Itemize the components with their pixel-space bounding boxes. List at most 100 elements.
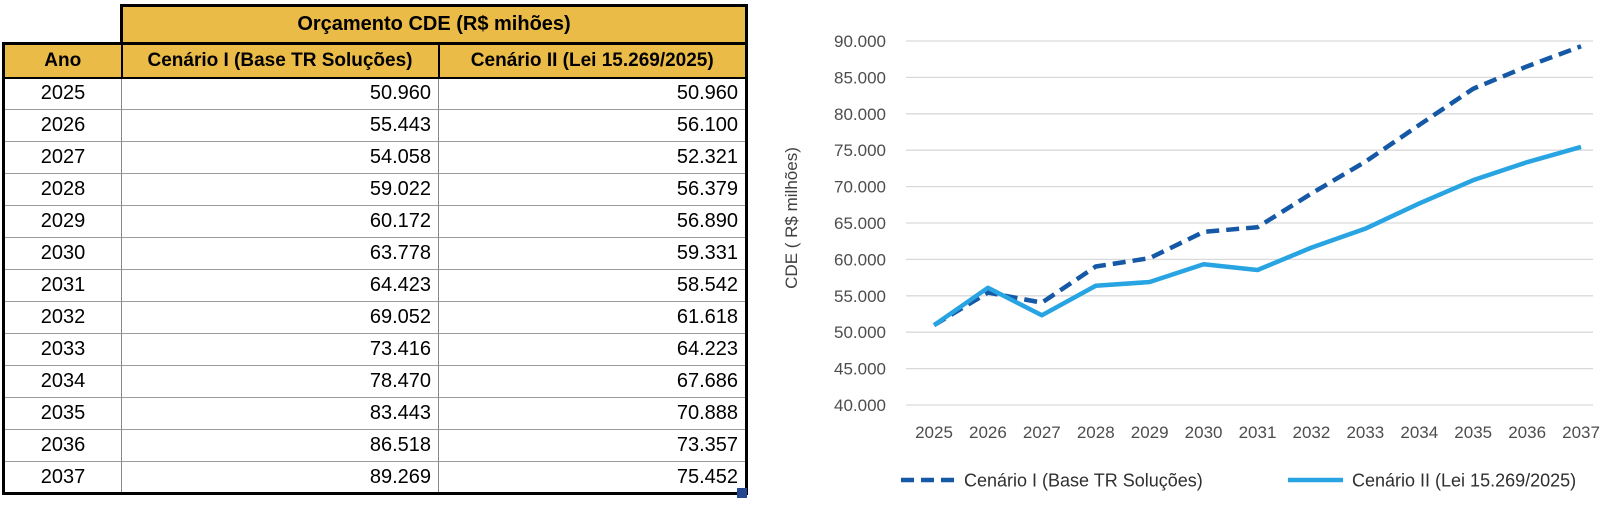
y-tick-label: 50.000 <box>834 323 886 342</box>
x-tick-label: 2032 <box>1293 423 1331 442</box>
cell-cenario2[interactable]: 56.890 <box>437 205 749 238</box>
cell-cenario2[interactable]: 50.960 <box>437 77 749 110</box>
y-tick-label: 45.000 <box>834 360 886 379</box>
chart-series <box>932 44 1582 328</box>
cde-chart[interactable]: 40.000 45.000 50.000 55.000 60.000 65.000 70.0… <box>755 0 1600 506</box>
x-tick-label: 2030 <box>1185 423 1223 442</box>
cell-ano[interactable]: 2037 <box>2 461 122 495</box>
cde-table: Orçamento CDE (R$ mihões) Ano Cenário I … <box>2 4 749 495</box>
x-tick-label: 2035 <box>1454 423 1492 442</box>
chart-legend: Cenário I (Base TR Soluções) Cenário II … <box>901 470 1576 490</box>
cell-ano[interactable]: 2030 <box>2 237 122 270</box>
table-row: 2033 73.416 64.223 <box>2 333 749 366</box>
cell-cenario1[interactable]: 63.778 <box>121 237 439 270</box>
cell-cenario2[interactable]: 73.357 <box>437 429 749 462</box>
table-row: 2034 78.470 67.686 <box>2 365 749 398</box>
y-tick-label: 60.000 <box>834 250 886 269</box>
cell-cenario2[interactable]: 58.542 <box>437 269 749 302</box>
x-tick-label: 2031 <box>1239 423 1277 442</box>
cell-cenario2[interactable]: 59.331 <box>437 237 749 270</box>
y-axis-title: CDE ( R$ milhões) <box>782 147 801 289</box>
cell-cenario2[interactable]: 56.100 <box>437 109 749 142</box>
chart-y-ticks: 40.000 45.000 50.000 55.000 60.000 65.000 70.0… <box>834 32 886 415</box>
cell-cenario1[interactable]: 89.269 <box>121 461 439 495</box>
cell-ano[interactable]: 2028 <box>2 173 122 206</box>
x-tick-label: 2029 <box>1131 423 1169 442</box>
x-tick-label: 2025 <box>915 423 953 442</box>
y-tick-label: 55.000 <box>834 287 886 306</box>
cell-cenario1[interactable]: 54.058 <box>121 141 439 174</box>
legend-label-cenario2: Cenário II (Lei 15.269/2025) <box>1352 470 1576 490</box>
x-tick-label: 2033 <box>1346 423 1384 442</box>
table-body: 2025 50.960 50.960 2026 55.443 56.100 2027 54.0… <box>2 77 749 495</box>
chart-x-ticks: 2025 2026 2027 2028 2029 2030 2031 2032 2033 2034… <box>915 423 1600 442</box>
cell-ano[interactable]: 2034 <box>2 365 122 398</box>
x-tick-label: 2034 <box>1400 423 1438 442</box>
y-tick-label: 40.000 <box>834 396 886 415</box>
cell-cenario2[interactable]: 67.686 <box>437 365 749 398</box>
cell-ano[interactable]: 2035 <box>2 397 122 430</box>
line-chart-svg: 40.000 45.000 50.000 55.000 60.000 65.000 70.0… <box>782 32 1600 490</box>
cell-cenario1[interactable]: 73.416 <box>121 333 439 366</box>
series-line-cenario1 <box>932 44 1582 328</box>
column-header-cenario1[interactable]: Cenário I (Base TR Soluções) <box>120 42 440 79</box>
chart-gridlines <box>906 40 1593 406</box>
table-row: 2028 59.022 56.379 <box>2 173 749 206</box>
table-row: 2035 83.443 70.888 <box>2 397 749 430</box>
table-row: 2026 55.443 56.100 <box>2 109 749 142</box>
table-row: 2027 54.058 52.321 <box>2 141 749 174</box>
x-tick-label: 2028 <box>1077 423 1115 442</box>
column-header-cenario2[interactable]: Cenário II (Lei 15.269/2025) <box>437 42 749 79</box>
legend-label-cenario1: Cenário I (Base TR Soluções) <box>964 470 1203 490</box>
cell-ano[interactable]: 2036 <box>2 429 122 462</box>
cell-cenario2[interactable]: 64.223 <box>437 333 749 366</box>
cell-ano[interactable]: 2027 <box>2 141 122 174</box>
table-row: 2036 86.518 73.357 <box>2 429 749 462</box>
cell-cenario1[interactable]: 86.518 <box>121 429 439 462</box>
x-tick-label: 2026 <box>969 423 1007 442</box>
table-row: 2030 63.778 59.331 <box>2 237 749 270</box>
cell-cenario2[interactable]: 56.379 <box>437 173 749 206</box>
cell-cenario2[interactable]: 52.321 <box>437 141 749 174</box>
table-row: 2037 89.269 75.452 <box>2 461 749 495</box>
cell-cenario1[interactable]: 50.960 <box>121 77 439 110</box>
y-tick-label: 85.000 <box>834 68 886 87</box>
y-tick-label: 80.000 <box>834 105 886 124</box>
cell-cenario2[interactable]: 61.618 <box>437 301 749 334</box>
cde-budget-table: Orçamento CDE (R$ mihões) Ano Cenário I … <box>2 4 749 498</box>
x-tick-label: 2027 <box>1023 423 1061 442</box>
cell-cenario1[interactable]: 64.423 <box>121 269 439 302</box>
cell-cenario1[interactable]: 55.443 <box>121 109 439 142</box>
cell-cenario1[interactable]: 83.443 <box>121 397 439 430</box>
y-tick-label: 90.000 <box>834 32 886 51</box>
column-header-ano[interactable]: Ano <box>2 42 123 79</box>
table-row: 2032 69.052 61.618 <box>2 301 749 334</box>
cell-ano[interactable]: 2025 <box>2 77 122 110</box>
cell-cenario1[interactable]: 78.470 <box>121 365 439 398</box>
cell-cenario1[interactable]: 69.052 <box>121 301 439 334</box>
y-tick-label: 75.000 <box>834 141 886 160</box>
fill-handle[interactable] <box>737 488 747 498</box>
cell-ano[interactable]: 2033 <box>2 333 122 366</box>
y-tick-label: 65.000 <box>834 214 886 233</box>
y-tick-label: 70.000 <box>834 178 886 197</box>
table-row: 2031 64.423 58.542 <box>2 269 749 302</box>
cell-ano[interactable]: 2031 <box>2 269 122 302</box>
cell-cenario2[interactable]: 75.452 <box>437 461 749 495</box>
x-tick-label: 2037 <box>1562 423 1600 442</box>
table-header-row: Ano Cenário I (Base TR Soluções) Cenário… <box>2 42 749 79</box>
cell-cenario1[interactable]: 60.172 <box>121 205 439 238</box>
cell-ano[interactable]: 2026 <box>2 109 122 142</box>
cell-ano[interactable]: 2032 <box>2 301 122 334</box>
x-tick-label: 2036 <box>1508 423 1546 442</box>
cell-cenario2[interactable]: 70.888 <box>437 397 749 430</box>
empty-corner-cell[interactable] <box>3 5 122 44</box>
table-title[interactable]: Orçamento CDE (R$ mihões) <box>119 4 749 45</box>
table-title-row: Orçamento CDE (R$ mihões) <box>3 4 749 45</box>
cell-cenario1[interactable]: 59.022 <box>121 173 439 206</box>
series-line-cenario2 <box>932 144 1582 328</box>
cell-ano[interactable]: 2029 <box>2 205 122 238</box>
table-row: 2025 50.960 50.960 <box>2 77 749 110</box>
table-row: 2029 60.172 56.890 <box>2 205 749 238</box>
